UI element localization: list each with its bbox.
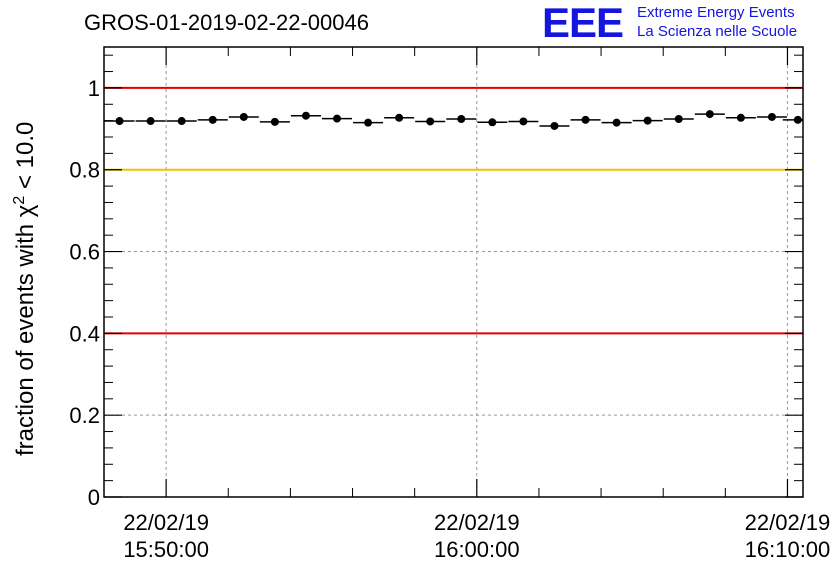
data-points — [104, 110, 803, 130]
data-point — [736, 113, 745, 122]
data-point — [767, 112, 776, 121]
data-point — [301, 111, 310, 120]
data-point — [333, 114, 341, 123]
data-point — [146, 117, 155, 126]
logo-caption: Extreme Energy Events La Scienza nelle S… — [637, 3, 797, 41]
data-point — [674, 115, 683, 123]
data-point — [793, 115, 802, 124]
chart-title: GROS-01-2019-02-22-00046 — [84, 10, 369, 35]
x-tick-label-time: 16:10:00 — [745, 537, 831, 562]
plot-frame — [103, 46, 804, 498]
logo-caption-line1: Extreme Energy Events — [637, 4, 795, 21]
data-point — [270, 117, 279, 126]
x-tick-labels: 22/02/1915:50:0022/02/1916:00:0022/02/19… — [123, 510, 830, 562]
data-point — [612, 118, 621, 127]
data-point — [643, 116, 652, 125]
data-point — [457, 115, 466, 123]
data-point — [581, 115, 590, 124]
y-tick-label: 0.2 — [69, 403, 100, 428]
x-tick-label-date: 22/02/19 — [745, 510, 831, 535]
reference-lines — [104, 86, 803, 335]
data-point — [519, 117, 528, 126]
x-tick-label-time: 15:50:00 — [123, 537, 209, 562]
data-point — [426, 117, 435, 126]
y-tick-label: 0.8 — [69, 158, 100, 183]
y-tick-labels: 0 0.2 0.4 0.6 0.8 1 — [69, 76, 100, 510]
logo-caption-line2: La Scienza nelle Scuole — [637, 23, 798, 40]
eee-logo: EEE — [542, 0, 624, 46]
y-tick-label: 0 — [88, 485, 100, 510]
x-tick-label-time: 16:00:00 — [434, 537, 520, 562]
data-point — [395, 113, 404, 122]
x-tick-label-date: 22/02/19 — [123, 510, 209, 535]
data-point — [705, 110, 714, 119]
y-axis-label: fraction of events with χ2 < 10.0 — [11, 122, 39, 456]
x-tick-label-date: 22/02/19 — [434, 510, 520, 535]
y-tick-label: 0.4 — [69, 321, 100, 346]
data-point — [488, 118, 497, 127]
data-point — [208, 115, 217, 124]
y-tick-label: 0.6 — [69, 240, 100, 265]
data-point — [115, 117, 124, 126]
data-point — [239, 112, 248, 121]
axis-ticks — [104, 47, 803, 498]
data-point — [550, 121, 559, 130]
data-point — [364, 118, 373, 127]
y-tick-label: 1 — [88, 76, 100, 101]
data-point — [177, 117, 186, 126]
